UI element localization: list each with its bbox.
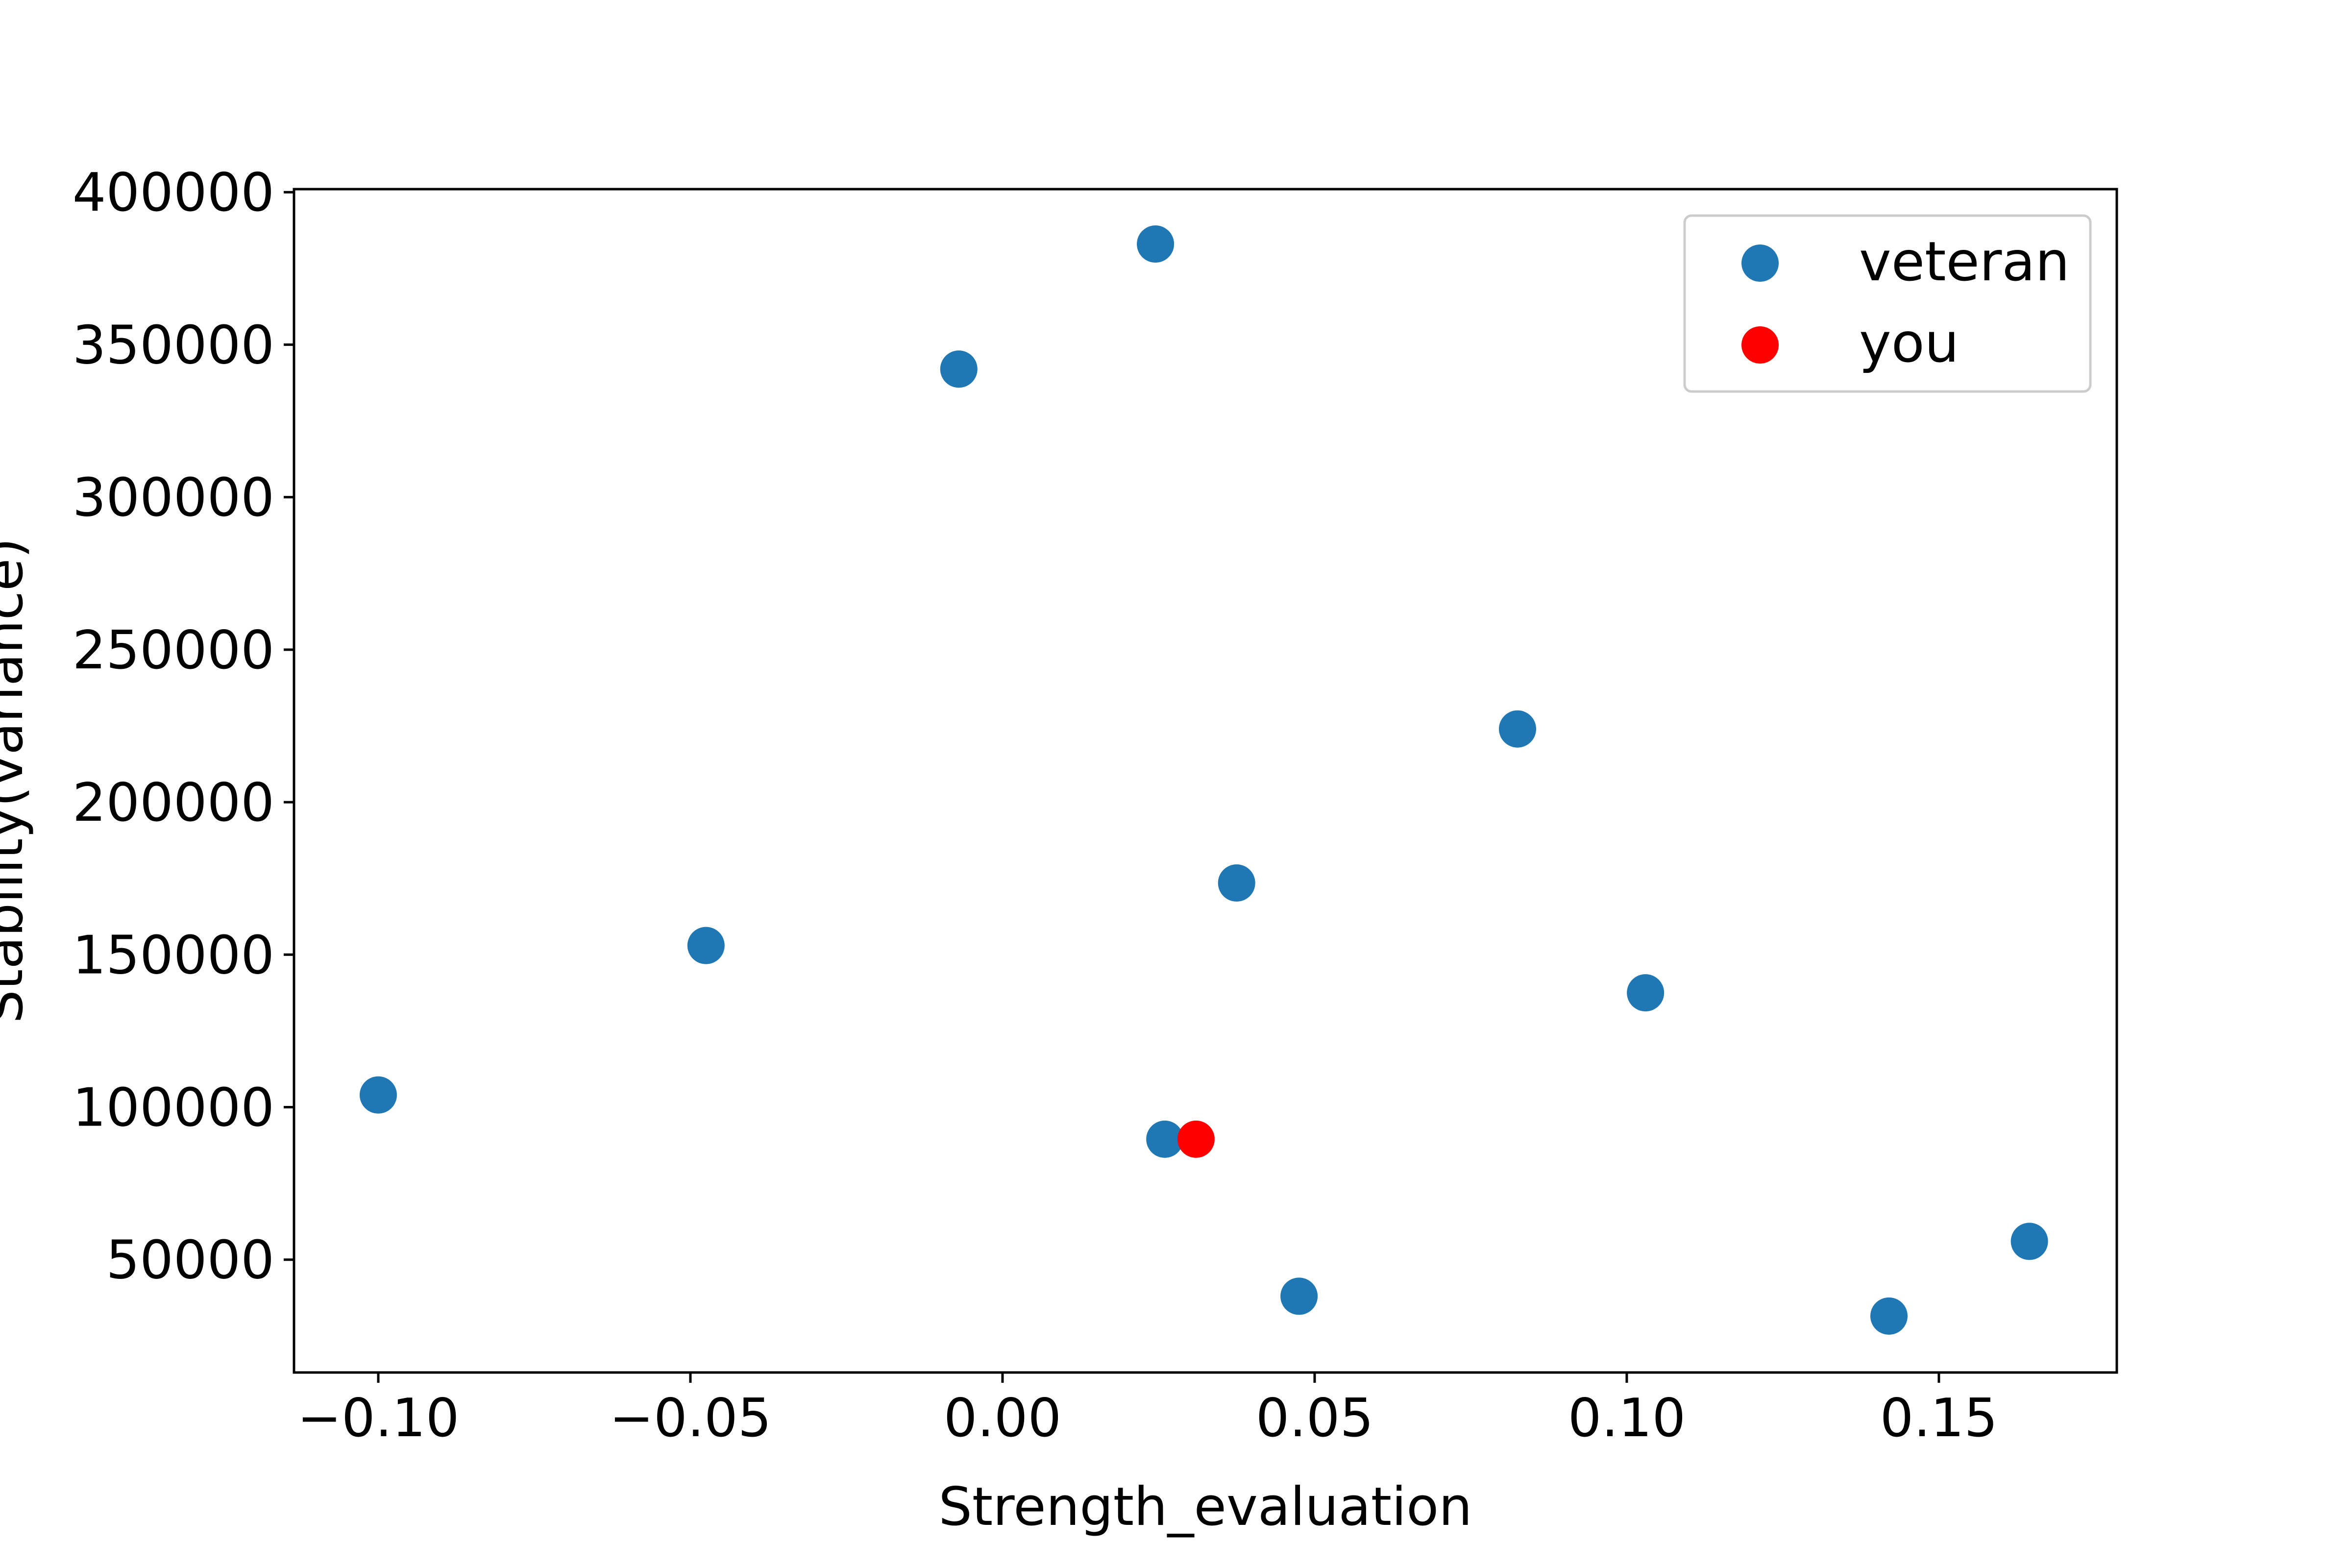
legend-box [1683,214,2092,393]
x-tick-label: 0.05 [1256,1388,1373,1449]
legend-label-veteran: veteran [1859,230,2070,294]
data-point-veteran [1137,225,1175,263]
y-tick-label: 200000 [73,772,274,833]
x-tick-label: 0.10 [1568,1388,1686,1449]
legend-marker-veteran [1741,245,1779,282]
data-point-veteran [359,1076,397,1114]
y-tick-label: 300000 [73,467,274,529]
y-tick-label: 350000 [73,315,274,376]
y-tick-label: 100000 [73,1077,274,1138]
x-tick-label: −0.05 [609,1388,771,1449]
y-tick-label: 150000 [73,925,274,986]
legend-label-you: you [1859,312,1959,375]
data-point-veteran [687,927,725,964]
data-point-veteran [1870,1297,1908,1335]
y-axis-label: Stability(variance) [0,538,35,1023]
y-tick-label: 400000 [73,162,274,223]
data-point-veteran [1498,710,1536,748]
data-point-you [1177,1120,1215,1158]
legend-marker-you [1741,326,1779,364]
y-axis-ticks: 50000 100000 150000 200000 250000 300000 35000… [73,162,294,1291]
x-axis-ticks: −0.10 −0.05 0.00 0.05 0.10 0.15 [297,1372,1998,1449]
y-tick-label: 50000 [106,1230,274,1291]
data-point-veteran [940,350,978,388]
data-point-veteran [2010,1223,2048,1260]
data-points [359,225,2048,1335]
x-tick-label: 0.00 [944,1388,1061,1449]
x-tick-label: −0.10 [297,1388,460,1449]
data-point-veteran [1146,1120,1184,1158]
legend: veteran you [1683,214,2092,393]
x-axis-label: Strength_evaluation [938,1476,1472,1538]
y-tick-label: 250000 [73,620,274,681]
data-point-veteran [1627,974,1665,1012]
data-point-veteran [1218,864,1255,902]
data-point-veteran [1280,1277,1318,1315]
x-tick-label: 0.15 [1880,1388,1998,1449]
